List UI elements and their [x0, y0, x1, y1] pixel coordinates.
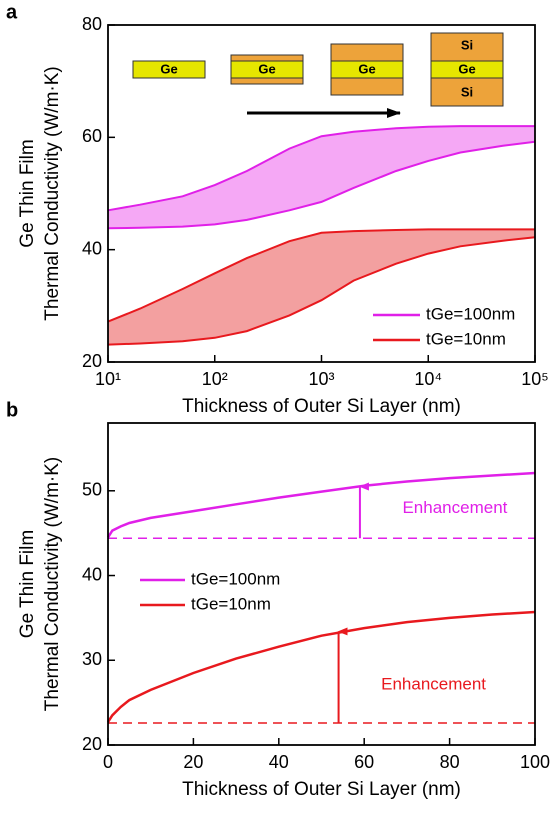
x-tick-label: 60 — [354, 752, 374, 772]
x-tick-label: 10³ — [308, 369, 334, 389]
y-tick-label: 50 — [82, 480, 102, 500]
y-tick-label: 20 — [82, 351, 102, 371]
legend-label: tGe=100nm — [191, 569, 280, 588]
y-tick-label: 30 — [82, 649, 102, 669]
band-fill — [108, 126, 535, 229]
x-tick-label: 10¹ — [95, 369, 121, 389]
panel-label: b — [6, 399, 18, 421]
inset-label: Ge — [258, 61, 275, 76]
si-layer — [230, 54, 304, 62]
y-axis-label: Ge Thin Film — [17, 139, 38, 247]
x-tick-label: 100 — [520, 752, 550, 772]
upper-line — [107, 125, 535, 212]
x-tick-label: 10⁵ — [521, 369, 548, 389]
lower-line — [107, 140, 536, 230]
x-axis-label: Thickness of Outer Si Layer (nm) — [182, 779, 461, 800]
si-layer — [230, 77, 304, 85]
x-tick-label: 0 — [103, 752, 113, 772]
inset-label: Ge — [458, 61, 475, 76]
annotation: Enhancement — [381, 675, 486, 694]
y-tick-label: 40 — [82, 238, 102, 258]
si-layer — [330, 43, 404, 62]
inset-label: Ge — [160, 61, 177, 76]
si-layer — [430, 32, 504, 62]
plot-frame — [107, 422, 536, 746]
line — [106, 610, 536, 723]
y-tick-label: 20 — [82, 734, 102, 754]
panel-label: a — [6, 1, 18, 23]
x-tick-label: 80 — [440, 752, 460, 772]
y-axis-label: Thermal Conductivity (W/m·K) — [42, 66, 63, 320]
ge-layer — [132, 60, 206, 79]
si-layer — [330, 77, 404, 96]
si-layer — [430, 77, 504, 107]
upper-line — [107, 228, 535, 323]
y-axis-label: Thermal Conductivity (W/m·K) — [42, 457, 63, 711]
x-tick-label: 10⁴ — [414, 369, 442, 389]
y-tick-label: 80 — [82, 14, 102, 34]
legend-label: tGe=100nm — [426, 304, 515, 323]
ge-layer — [230, 60, 304, 79]
inset-label: Ge — [358, 61, 375, 76]
legend-label: tGe=10nm — [191, 594, 271, 613]
x-tick-label: 40 — [269, 752, 289, 772]
x-axis-label: Thickness of Outer Si Layer (nm) — [182, 396, 461, 417]
legend-label: tGe=10nm — [426, 329, 506, 348]
x-tick-label: 20 — [183, 752, 203, 772]
lower-line — [107, 236, 536, 346]
line — [106, 471, 536, 539]
plot-frame — [107, 24, 536, 363]
x-tick-label: 10² — [202, 369, 228, 389]
y-tick-label: 60 — [82, 126, 102, 146]
annotation: Enhancement — [402, 498, 507, 517]
band-fill — [108, 229, 535, 345]
y-tick-label: 40 — [82, 564, 102, 584]
inset-label: Si — [461, 84, 473, 99]
ge-layer — [330, 60, 404, 79]
ge-layer — [430, 60, 504, 79]
inset-label: Si — [461, 37, 473, 52]
y-axis-label: Ge Thin Film — [17, 530, 38, 638]
